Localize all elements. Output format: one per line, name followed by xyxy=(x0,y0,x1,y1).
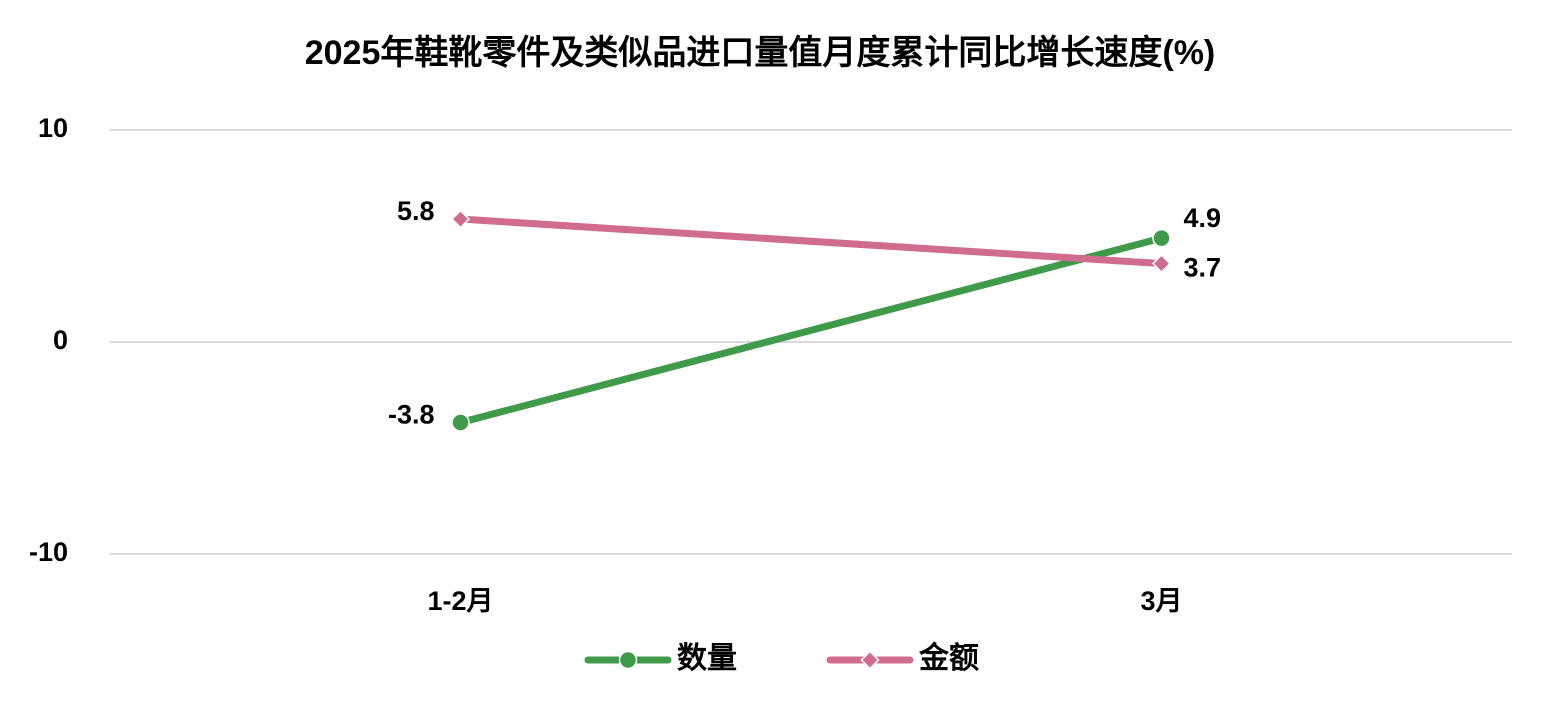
y-tick-label: 0 xyxy=(53,325,68,355)
legend-label: 金额 xyxy=(918,641,979,675)
data-point xyxy=(1152,228,1171,248)
x-tick-label: 3月 xyxy=(1140,586,1182,616)
data-point xyxy=(451,413,470,432)
legend-marker xyxy=(618,650,638,670)
data-label: 3.7 xyxy=(1184,253,1222,283)
data-point xyxy=(1151,253,1172,274)
x-tick-label: 1-2月 xyxy=(427,586,493,616)
series-line xyxy=(457,234,1165,427)
data-label: -3.8 xyxy=(388,400,435,430)
chart-title: 2025年鞋靴零件及类似品进口量值月度累计同比增长速度(%) xyxy=(305,34,1216,72)
data-label: 4.9 xyxy=(1184,203,1222,233)
legend-marker xyxy=(860,650,880,670)
data-label: 5.8 xyxy=(397,196,435,226)
series-line xyxy=(457,215,1165,268)
y-tick-label: 10 xyxy=(38,113,68,143)
legend-label: 数量 xyxy=(677,642,737,675)
y-tick-label: -10 xyxy=(29,537,68,567)
data-point xyxy=(450,209,471,229)
